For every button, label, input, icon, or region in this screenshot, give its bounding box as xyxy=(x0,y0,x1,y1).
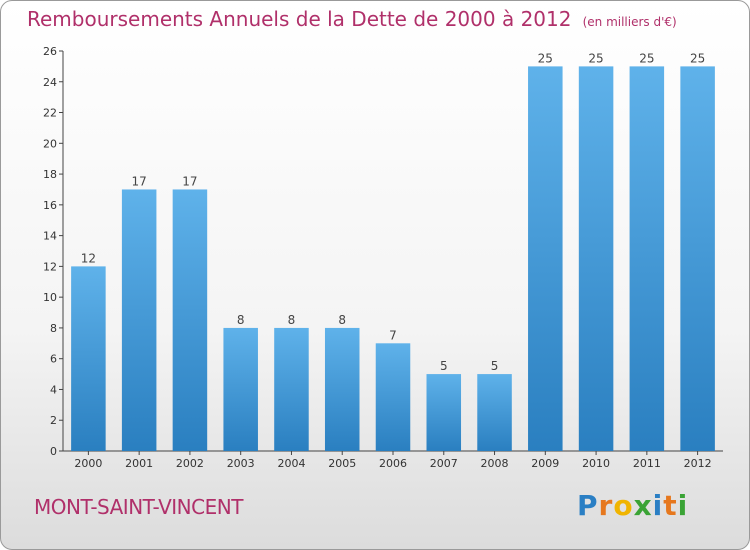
x-tick-label: 2003 xyxy=(227,457,255,470)
bar-value-label: 12 xyxy=(81,251,96,265)
y-tick-label: 26 xyxy=(43,45,57,58)
bar-2001 xyxy=(121,189,157,451)
y-tick-label: 20 xyxy=(43,137,57,150)
bar-value-label: 17 xyxy=(182,174,197,188)
x-tick-label: 2001 xyxy=(125,457,153,470)
bar-2012 xyxy=(680,66,715,451)
y-tick-label: 8 xyxy=(50,322,57,335)
bar-value-label: 25 xyxy=(639,51,654,65)
bar-value-label: 25 xyxy=(690,51,705,65)
x-tick-label: 2004 xyxy=(277,457,305,470)
commune-name: MONT-SAINT-VINCENT xyxy=(34,495,243,519)
bar-2006 xyxy=(375,343,411,451)
y-tick-label: 12 xyxy=(43,260,57,273)
bar-2003 xyxy=(223,327,258,451)
logo-letter: o xyxy=(613,489,634,522)
x-tick-label: 2011 xyxy=(633,457,661,470)
x-tick-label: 2008 xyxy=(481,457,509,470)
bar-value-label: 5 xyxy=(440,359,448,373)
bar-value-label: 8 xyxy=(338,313,346,327)
bar-2002 xyxy=(172,189,208,451)
bar-2010 xyxy=(578,66,614,451)
x-tick-label: 2012 xyxy=(684,457,712,470)
logo-letter: t xyxy=(663,489,678,522)
x-tick-label: 2005 xyxy=(328,457,356,470)
x-tick-label: 2006 xyxy=(379,457,407,470)
x-tick-label: 2009 xyxy=(531,457,559,470)
bar-2005 xyxy=(324,327,360,451)
bar-value-label: 7 xyxy=(389,328,397,342)
y-tick-label: 2 xyxy=(50,414,57,427)
bar-2000 xyxy=(71,266,106,451)
y-tick-label: 24 xyxy=(43,76,57,89)
y-tick-label: 10 xyxy=(43,291,57,304)
logo-letter: r xyxy=(598,489,614,522)
bar-value-label: 5 xyxy=(491,359,499,373)
proxiti-logo: Proxiti xyxy=(577,489,688,522)
bar-value-label: 25 xyxy=(588,51,603,65)
bar-2008 xyxy=(477,374,512,451)
bar-value-label: 8 xyxy=(237,313,245,327)
x-tick-label: 2007 xyxy=(430,457,458,470)
chart-title-block: Remboursements Annuels de la Dette de 20… xyxy=(27,7,677,31)
bar-2011 xyxy=(629,66,665,451)
bar-value-label: 8 xyxy=(288,313,296,327)
logo-letter: i xyxy=(677,489,689,522)
logo-letter: x xyxy=(633,489,653,522)
x-tick-label: 2010 xyxy=(582,457,610,470)
logo-letter: P xyxy=(577,489,599,522)
bar-2004 xyxy=(274,327,309,451)
bar-value-label: 17 xyxy=(132,174,147,188)
logo-letter: i xyxy=(652,489,664,522)
y-tick-label: 14 xyxy=(43,230,57,243)
y-tick-label: 4 xyxy=(50,383,57,396)
bar-2007 xyxy=(426,374,462,451)
x-tick-label: 2002 xyxy=(176,457,204,470)
bar-2009 xyxy=(528,66,563,451)
chart-title: Remboursements Annuels de la Dette de 20… xyxy=(27,7,572,31)
y-tick-label: 6 xyxy=(50,353,57,366)
x-tick-label: 2000 xyxy=(74,457,102,470)
y-tick-label: 16 xyxy=(43,199,57,212)
chart-subtitle: (en milliers d'€) xyxy=(582,15,677,29)
y-tick-label: 18 xyxy=(43,168,57,181)
y-tick-label: 0 xyxy=(50,445,57,458)
y-tick-label: 22 xyxy=(43,107,57,120)
bar-value-label: 25 xyxy=(538,51,553,65)
